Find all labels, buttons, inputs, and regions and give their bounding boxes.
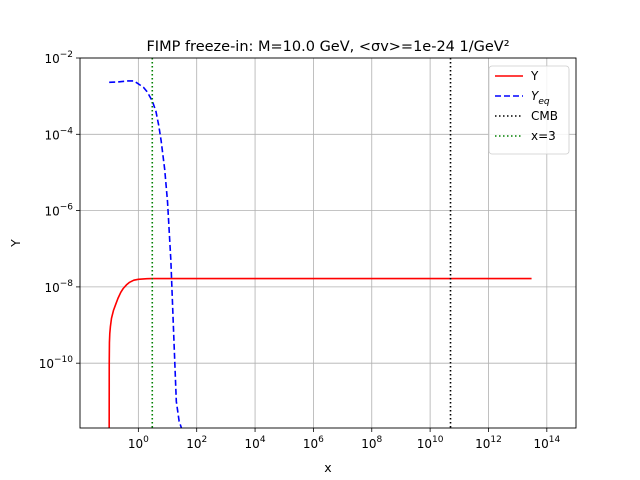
legend-label: Y [530,69,539,83]
x-tick-label: 1012 [475,435,502,451]
legend-label: Yeq [531,89,550,107]
x-tick-label: 1014 [533,435,560,451]
y-tick-label: 10−4 [44,126,73,142]
legend: Y Yeq CMB x=3 [488,65,570,155]
x-tick-label: 104 [245,435,266,451]
x-axis-ticks: 100 102 104 106 108 1010 1012 1014 [128,428,560,451]
series-line-Y_eq [109,80,183,428]
y-axis-ticks: 10−10 10−8 10−6 10−4 10−2 [39,50,80,371]
y-tick-label: 10−6 [44,203,73,219]
x-tick-label: 102 [186,435,207,451]
legend-box [488,65,570,155]
x-tick-label: 106 [303,435,324,451]
x-axis-label: x [324,460,331,475]
y-tick-label: 10−8 [44,279,73,295]
series-layer [108,58,532,428]
x-tick-label: 100 [128,435,149,451]
x-tick-label: 1010 [417,435,444,451]
y-axis-label: Y [8,239,23,248]
legend-label: x=3 [531,129,556,143]
legend-label: CMB [531,109,558,123]
plot-frame [79,57,577,429]
y-tick-label: 10−2 [44,50,73,66]
series-line-Y [108,277,532,428]
x-tick-label: 108 [361,435,382,451]
y-tick-label: 10−10 [39,355,74,371]
chart-title: FIMP freeze-in: M=10.0 GeV, <σv>=1e-24 1… [146,39,509,55]
